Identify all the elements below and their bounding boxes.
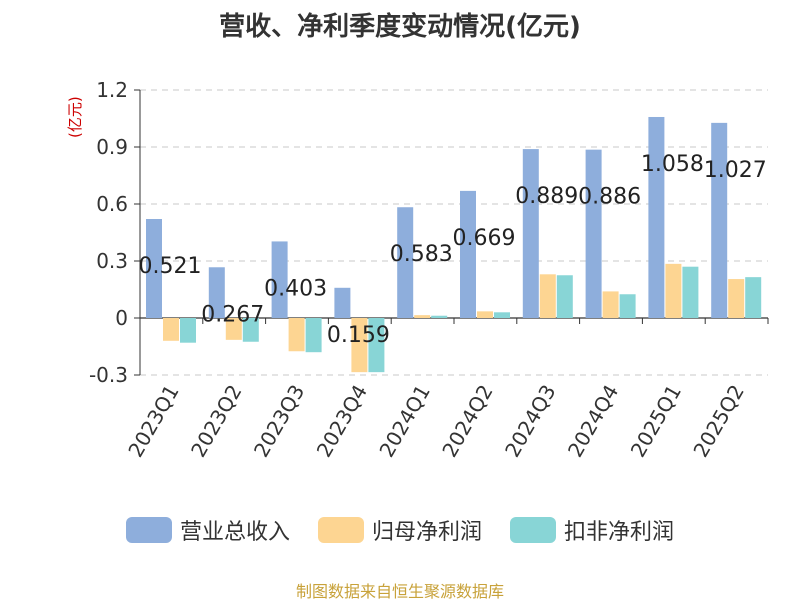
x-tick-label: 2024Q1 <box>374 381 434 462</box>
bar-2024Q1-s2 <box>431 315 448 318</box>
bar-2024Q3-s2 <box>556 275 573 318</box>
bar-2024Q3-s1 <box>539 274 556 318</box>
x-tick-label: 2024Q3 <box>500 381 560 462</box>
bar-2024Q1-s0 <box>397 207 414 318</box>
bar-2025Q1-s1 <box>665 263 682 318</box>
bar-2024Q2-s2 <box>494 312 510 318</box>
legend-label: 归母净利润 <box>371 520 482 545</box>
legend-swatch <box>125 517 172 543</box>
data-label: 0.889 <box>515 184 578 209</box>
bar-2024Q2-s1 <box>477 311 493 318</box>
bar-2025Q2-s0 <box>711 122 728 319</box>
x-tick-label: 2025Q2 <box>688 381 748 462</box>
x-tick-label: 2024Q2 <box>437 381 497 462</box>
data-label: 0.886 <box>578 185 641 210</box>
bar-2023Q2-s0 <box>208 267 225 318</box>
bar-2023Q4-s0 <box>334 287 351 318</box>
data-label: 0.669 <box>453 226 516 251</box>
legend: 营业总收入 归母净利润 扣非净利润 <box>0 514 800 546</box>
bar-2024Q2-s0 <box>460 190 476 318</box>
x-tick-label: 2023Q4 <box>312 381 372 462</box>
data-label: 0.267 <box>201 302 264 327</box>
bar-2023Q4-s1 <box>351 318 368 373</box>
bar-2024Q4-s2 <box>619 294 636 318</box>
bar-2025Q2-s1 <box>728 279 745 318</box>
data-label: 0.159 <box>327 323 390 348</box>
legend-swatch <box>317 517 364 543</box>
y-tick-label: 1.2 <box>96 78 128 102</box>
bar-2024Q1-s1 <box>414 315 431 318</box>
data-label: 1.058 <box>641 152 704 177</box>
legend-swatch <box>510 517 556 543</box>
bar-2023Q3-s1 <box>288 318 305 352</box>
legend-item: 扣非净利润 <box>510 514 674 546</box>
x-tick-label: 2023Q3 <box>249 381 309 462</box>
x-tick-label: 2023Q2 <box>186 381 246 462</box>
bar-2024Q4-s1 <box>602 291 619 318</box>
data-label: 0.583 <box>390 242 453 267</box>
bar-2025Q1-s0 <box>648 116 665 318</box>
y-tick-label: 0.9 <box>96 135 128 159</box>
data-label: 0.521 <box>139 254 202 279</box>
bar-2023Q4-s2 <box>368 318 385 373</box>
bar-2023Q1-s2 <box>180 318 196 343</box>
source-note: 制图数据来自恒生聚源数据库 <box>295 582 504 601</box>
bar-2023Q3-s0 <box>271 241 288 318</box>
chart-title: 营收、净利季度变动情况(亿元) <box>219 12 581 42</box>
bar-2023Q2-s2 <box>242 318 259 342</box>
y-tick-label: 0.6 <box>96 192 128 216</box>
bar-2025Q2-s2 <box>745 277 762 318</box>
bar-2024Q3-s0 <box>522 149 539 318</box>
bar-2023Q1-s0 <box>146 219 162 318</box>
legend-item: 营业总收入 <box>125 514 290 546</box>
data-label: 1.027 <box>704 158 767 183</box>
bar-2023Q3-s2 <box>305 318 322 353</box>
bar-2024Q4-s0 <box>585 149 602 318</box>
legend-label: 扣非净利润 <box>564 520 675 545</box>
bar-2023Q2-s1 <box>225 318 242 340</box>
bar-2023Q1-s1 <box>163 318 179 341</box>
y-tick-label: -0.3 <box>89 363 128 387</box>
data-label: 0.403 <box>264 276 327 301</box>
bar-2025Q1-s2 <box>682 266 699 318</box>
y-tick-label: 0.3 <box>96 249 128 273</box>
x-tick-label: 2024Q4 <box>563 381 623 462</box>
x-tick-label: 2023Q1 <box>123 381 183 462</box>
legend-label: 营业总收入 <box>179 520 290 545</box>
legend-item: 归母净利润 <box>317 514 482 546</box>
x-tick-label: 2025Q1 <box>626 381 686 462</box>
y-tick-label: 0 <box>115 306 128 330</box>
